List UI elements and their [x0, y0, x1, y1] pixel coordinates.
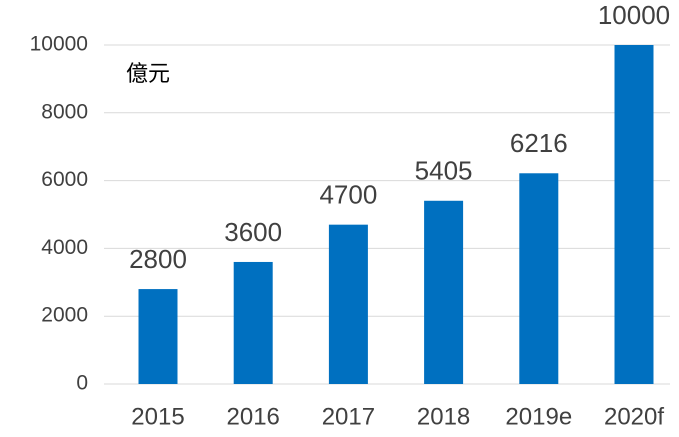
- y-tick-label: 0: [76, 372, 88, 395]
- x-tick-label: 2019e: [505, 403, 572, 430]
- unit-label: 億元: [126, 61, 170, 86]
- y-tick-label: 10000: [30, 33, 88, 56]
- y-tick-label: 8000: [41, 100, 88, 123]
- value-label: 10000: [598, 0, 670, 30]
- x-tick-label: 2018: [417, 403, 470, 430]
- bar: [233, 261, 273, 384]
- value-label: 3600: [224, 217, 282, 247]
- y-tick-label: 4000: [41, 236, 88, 259]
- value-label: 2800: [129, 244, 187, 274]
- bar: [328, 224, 368, 384]
- bar: [138, 289, 178, 384]
- bar: [614, 45, 654, 384]
- value-label: 5405: [415, 156, 473, 186]
- x-tick-label: 2015: [131, 403, 184, 430]
- x-tick-label: 2017: [322, 403, 375, 430]
- bar: [519, 173, 559, 384]
- bar: [424, 200, 464, 384]
- y-tick-label: 6000: [41, 168, 88, 191]
- value-label: 4700: [319, 180, 377, 210]
- value-label: 6216: [510, 128, 568, 158]
- y-tick-label: 2000: [41, 304, 88, 327]
- x-tick-label: 2020f: [604, 403, 664, 430]
- x-tick-label: 2016: [227, 403, 280, 430]
